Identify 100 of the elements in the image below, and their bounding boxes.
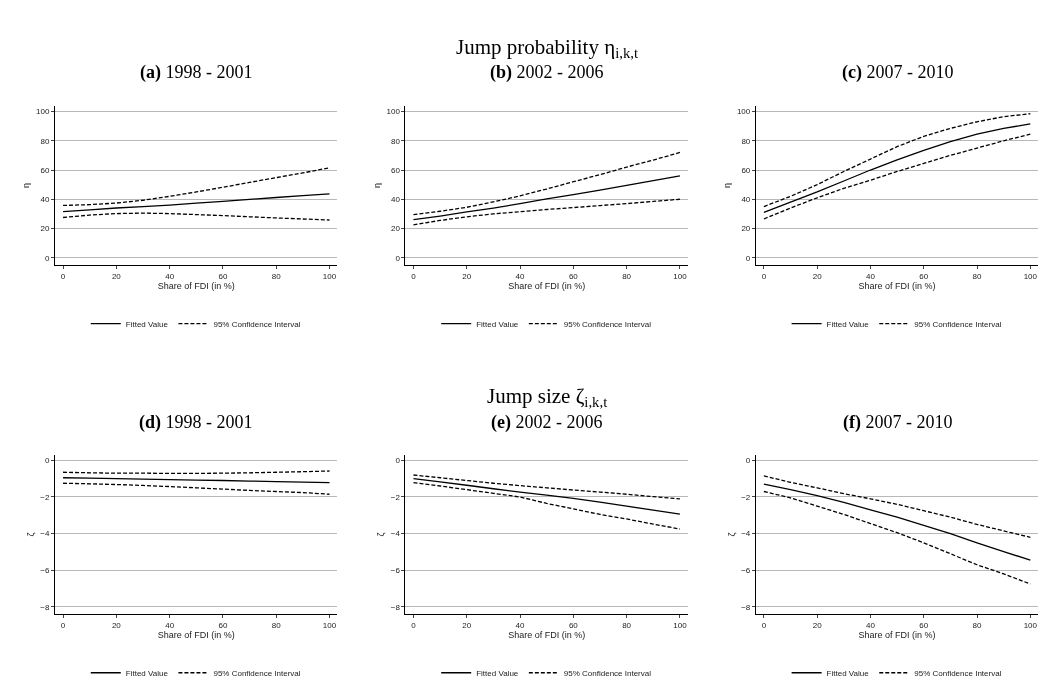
x-tick-label: 60 xyxy=(218,620,228,630)
y-tick-label: 20 xyxy=(40,224,51,234)
line-series xyxy=(412,474,681,500)
x-tick-label: 40 xyxy=(165,271,175,281)
legend-label: Fitted Value xyxy=(476,319,519,329)
line-series xyxy=(62,482,331,495)
x-tick-label: 60 xyxy=(568,271,579,281)
x-tick-label: 20 xyxy=(462,620,472,630)
y-tick-label: −8 xyxy=(390,602,401,612)
line-series xyxy=(412,478,681,515)
legend-label: Fitted Value xyxy=(125,319,169,329)
y-axis-title: η xyxy=(722,182,733,188)
x-tick-label: 100 xyxy=(673,620,688,630)
y-tick-label: 0 xyxy=(395,456,401,466)
chart-title: (e) 2002 - 2006 xyxy=(491,412,603,433)
legend-label: 95% Confidence Interval xyxy=(914,319,1002,329)
x-tick-label: 40 xyxy=(165,620,175,630)
line-series xyxy=(763,123,1031,214)
y-tick-label: 60 xyxy=(741,165,751,175)
y-tick-label: −2 xyxy=(741,492,751,502)
y-tick-label: −2 xyxy=(390,492,401,502)
y-tick-label: 40 xyxy=(741,195,751,205)
y-tick-label: 60 xyxy=(40,165,51,175)
x-tick-label: 0 xyxy=(60,620,66,630)
y-tick-label: −8 xyxy=(741,602,751,612)
y-axis-title: η xyxy=(371,182,382,188)
chart-title: (f) 2007 - 2010 xyxy=(843,412,953,433)
x-tick-label: 0 xyxy=(411,620,417,630)
x-axis-title: Share of FDI (in %) xyxy=(508,280,586,291)
chart-title: (b) 2002 - 2006 xyxy=(490,62,604,83)
x-tick-label: 60 xyxy=(919,620,929,630)
y-tick-label: −4 xyxy=(741,529,751,539)
y-tick-label: −2 xyxy=(40,492,51,502)
x-tick-label: 40 xyxy=(866,271,876,281)
y-tick-label: 100 xyxy=(36,107,51,117)
y-tick-label: 60 xyxy=(390,165,401,175)
x-tick-label: 80 xyxy=(622,620,632,630)
x-tick-label: 80 xyxy=(271,620,282,630)
line-series xyxy=(763,483,1031,561)
y-tick-label: −6 xyxy=(390,566,401,576)
text: Jump probability η$_{i,k,t}$ xyxy=(456,35,638,62)
y-axis-title: ζ xyxy=(25,532,36,537)
legend-label: Fitted Value xyxy=(125,668,169,678)
y-tick-label: 40 xyxy=(390,195,401,205)
x-tick-label: 100 xyxy=(1023,271,1038,281)
x-tick-label: 40 xyxy=(515,271,526,281)
x-tick-label: 80 xyxy=(972,620,983,630)
x-tick-label: 60 xyxy=(919,271,929,281)
x-tick-label: 0 xyxy=(411,271,417,281)
chart-title: (d) 1998 - 2001 xyxy=(139,412,253,433)
line-series xyxy=(763,133,1031,220)
x-axis-title: Share of FDI (in %) xyxy=(508,629,586,640)
x-tick-label: 20 xyxy=(812,620,823,630)
legend-label: 95% Confidence Interval xyxy=(563,668,652,678)
x-tick-label: 80 xyxy=(622,271,632,281)
y-tick-label: 0 xyxy=(745,253,751,263)
y-axis-title: ζ xyxy=(726,532,737,537)
x-axis-title: Share of FDI (in %) xyxy=(858,629,936,640)
y-tick-label: 0 xyxy=(45,253,51,263)
x-tick-label: 0 xyxy=(60,271,66,281)
line-series xyxy=(412,175,681,221)
line-series xyxy=(412,198,681,226)
y-tick-label: 20 xyxy=(390,224,401,234)
y-axis-title: ζ xyxy=(376,532,387,537)
x-tick-label: 20 xyxy=(462,271,472,281)
line-series xyxy=(763,490,1031,585)
x-tick-label: 40 xyxy=(866,620,876,630)
line-series xyxy=(763,113,1031,208)
y-tick-label: 40 xyxy=(40,195,51,205)
legend-label: Fitted Value xyxy=(476,668,519,678)
x-tick-label: 60 xyxy=(568,620,579,630)
x-tick-label: 80 xyxy=(271,271,282,281)
x-tick-label: 100 xyxy=(673,271,688,281)
x-axis-title: Share of FDI (in %) xyxy=(157,629,235,640)
legend-label: 95% Confidence Interval xyxy=(213,319,301,329)
legend-label: 95% Confidence Interval xyxy=(563,319,652,329)
y-tick-label: −4 xyxy=(390,529,401,539)
legend-label: 95% Confidence Interval xyxy=(213,668,301,678)
chart-title: (a) 1998 - 2001 xyxy=(140,62,253,83)
y-tick-label: 0 xyxy=(395,253,401,263)
x-tick-label: 20 xyxy=(111,620,122,630)
x-tick-label: 80 xyxy=(972,271,983,281)
x-tick-label: 40 xyxy=(515,620,526,630)
x-axis-title: Share of FDI (in %) xyxy=(858,280,936,291)
x-axis-title: Share of FDI (in %) xyxy=(157,280,235,291)
y-tick-label: 0 xyxy=(745,456,751,466)
line-series xyxy=(412,482,681,530)
y-tick-label: −8 xyxy=(40,602,51,612)
line-series xyxy=(763,475,1031,538)
x-tick-label: 60 xyxy=(218,271,228,281)
y-tick-label: 80 xyxy=(40,136,51,146)
y-tick-label: 20 xyxy=(741,224,751,234)
y-tick-label: −6 xyxy=(40,566,51,576)
y-tick-label: 0 xyxy=(45,456,51,466)
text: Jump size ζ$_{i,k,t}$ xyxy=(487,384,608,411)
line-series xyxy=(62,167,331,207)
y-tick-label: 80 xyxy=(390,136,401,146)
y-axis-title: η xyxy=(21,182,32,188)
line-series xyxy=(62,193,331,213)
x-tick-label: 100 xyxy=(1023,620,1038,630)
